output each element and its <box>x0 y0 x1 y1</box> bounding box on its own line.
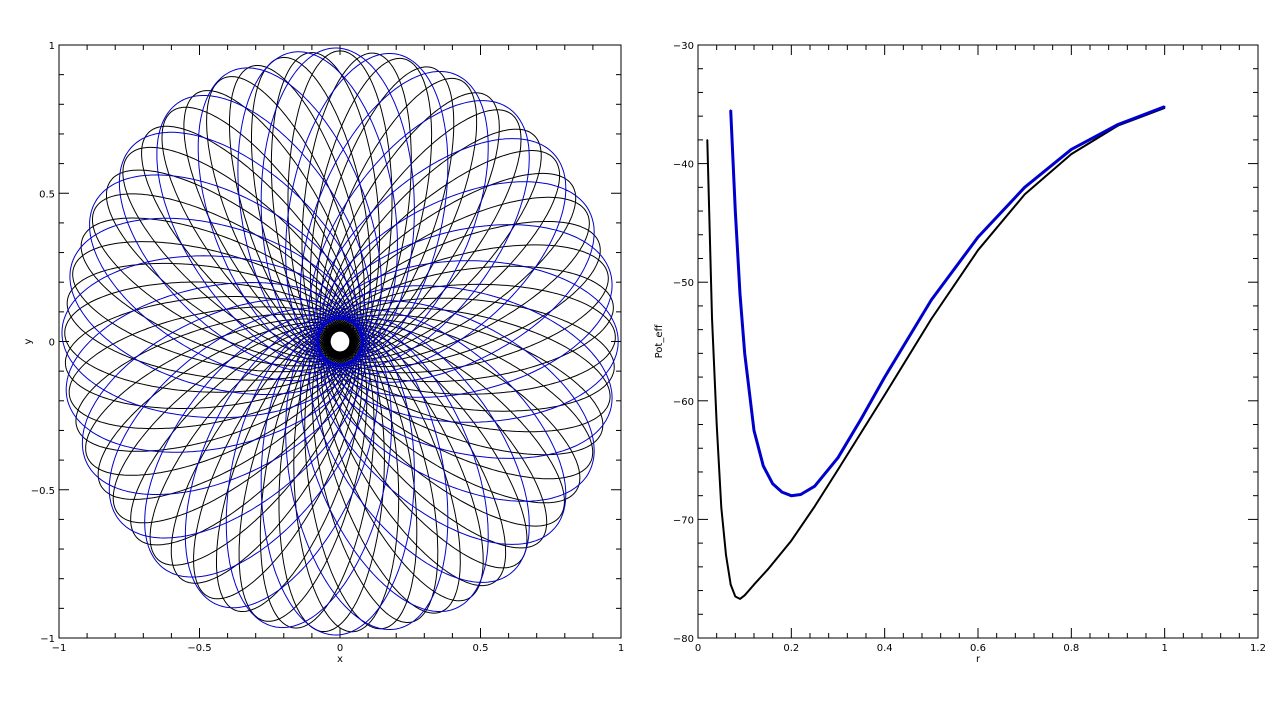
black-potential-point <box>743 594 746 597</box>
x-axis-label: r <box>976 654 981 665</box>
black-potential-point <box>813 505 816 508</box>
blue-potential-point <box>1117 123 1119 126</box>
black-orbit-series <box>64 50 616 633</box>
blue-potential-point <box>883 376 886 378</box>
blue-potential-point <box>790 494 793 497</box>
black-potential-point <box>930 318 933 320</box>
blue-orbit-series <box>61 47 619 636</box>
black-potential-point <box>720 506 723 509</box>
blue-potential-point <box>734 210 737 212</box>
x-tick-label: −0.5 <box>187 643 211 654</box>
blue-potential-point <box>860 417 863 420</box>
x-tick-label: 0.8 <box>1063 643 1079 654</box>
black-potential-point <box>1023 193 1026 196</box>
x-axis-label: x <box>337 654 343 665</box>
blue-potential-point <box>729 109 732 112</box>
y-axis-label: Pot_eff <box>654 324 665 359</box>
x-tick-label: 1 <box>618 643 624 654</box>
black-potential-point <box>715 423 718 426</box>
y-tick-label: 0.5 <box>39 189 55 200</box>
y-tick-label: −40 <box>673 160 694 171</box>
y-tick-label: −70 <box>673 515 694 526</box>
x-tick-label: 1 <box>1161 643 1167 654</box>
plot-frame <box>58 44 622 639</box>
x-tick-label: 0.4 <box>877 643 893 654</box>
plot-frame <box>697 44 1259 639</box>
effective-potential-plot: 0 0.2 0.4 0.6 0.8 1 1.2 −80 −70 −60 −50 −40 −30 r Pot_… <box>654 41 1266 665</box>
y-tick-label: −0.5 <box>31 486 55 497</box>
black-potential-point <box>734 595 737 598</box>
x-tick-label: 1.2 <box>1250 643 1266 654</box>
blue-potential-point <box>837 456 839 459</box>
blue-potential-series <box>729 105 1166 498</box>
black-potential-point <box>1070 153 1073 155</box>
blue-potential-point <box>1163 105 1166 108</box>
blue-potential-point <box>1070 148 1073 151</box>
blue-potential-point <box>781 491 783 493</box>
y-axis-label: y <box>23 338 34 344</box>
x-tick-label: 0 <box>695 643 701 654</box>
blue-potential-point <box>977 236 979 238</box>
y-tick-label: 1 <box>49 41 55 52</box>
orbit-plot: −1 −0.5 0 0.5 1 −1 −0.5 0 0.5 1 x y <box>23 41 624 665</box>
black-potential-point <box>790 539 793 542</box>
black-potential-point <box>837 468 839 471</box>
x-tick-label: 0.2 <box>783 643 799 654</box>
blue-potential-point <box>771 483 774 485</box>
blue-potential-point <box>799 493 802 496</box>
blue-potential-point <box>743 352 746 355</box>
black-potential-point <box>883 394 886 396</box>
x-tick-label: 0.5 <box>473 643 489 654</box>
blue-potential-point <box>753 429 755 432</box>
y-tick-label: −80 <box>673 634 694 645</box>
x-tick-label: 0 <box>337 643 343 654</box>
y-tick-label: −30 <box>673 41 694 52</box>
blue-potential-point <box>1023 186 1026 189</box>
black-potential-point <box>739 598 741 600</box>
black-potential-series <box>706 106 1166 600</box>
black-potential-point <box>711 316 713 319</box>
blue-potential-point <box>739 293 741 295</box>
black-potential-point <box>977 249 979 251</box>
x-tick-label: 0.6 <box>970 643 986 654</box>
black-potential-point <box>725 554 727 556</box>
black-potential-point <box>753 583 755 586</box>
y-tick-label: 0 <box>49 338 55 349</box>
blue-potential-point <box>813 485 816 487</box>
y-tick-label: −60 <box>673 397 694 408</box>
blue-potential-point <box>762 465 765 467</box>
y-tick-label: −50 <box>673 278 694 289</box>
black-potential-point <box>767 568 769 571</box>
y-tick-label: −1 <box>40 634 55 645</box>
blue-potential-point <box>930 299 933 301</box>
x-tick-label: −1 <box>52 643 67 654</box>
black-potential-point <box>706 139 709 141</box>
black-potential-point <box>729 583 732 586</box>
